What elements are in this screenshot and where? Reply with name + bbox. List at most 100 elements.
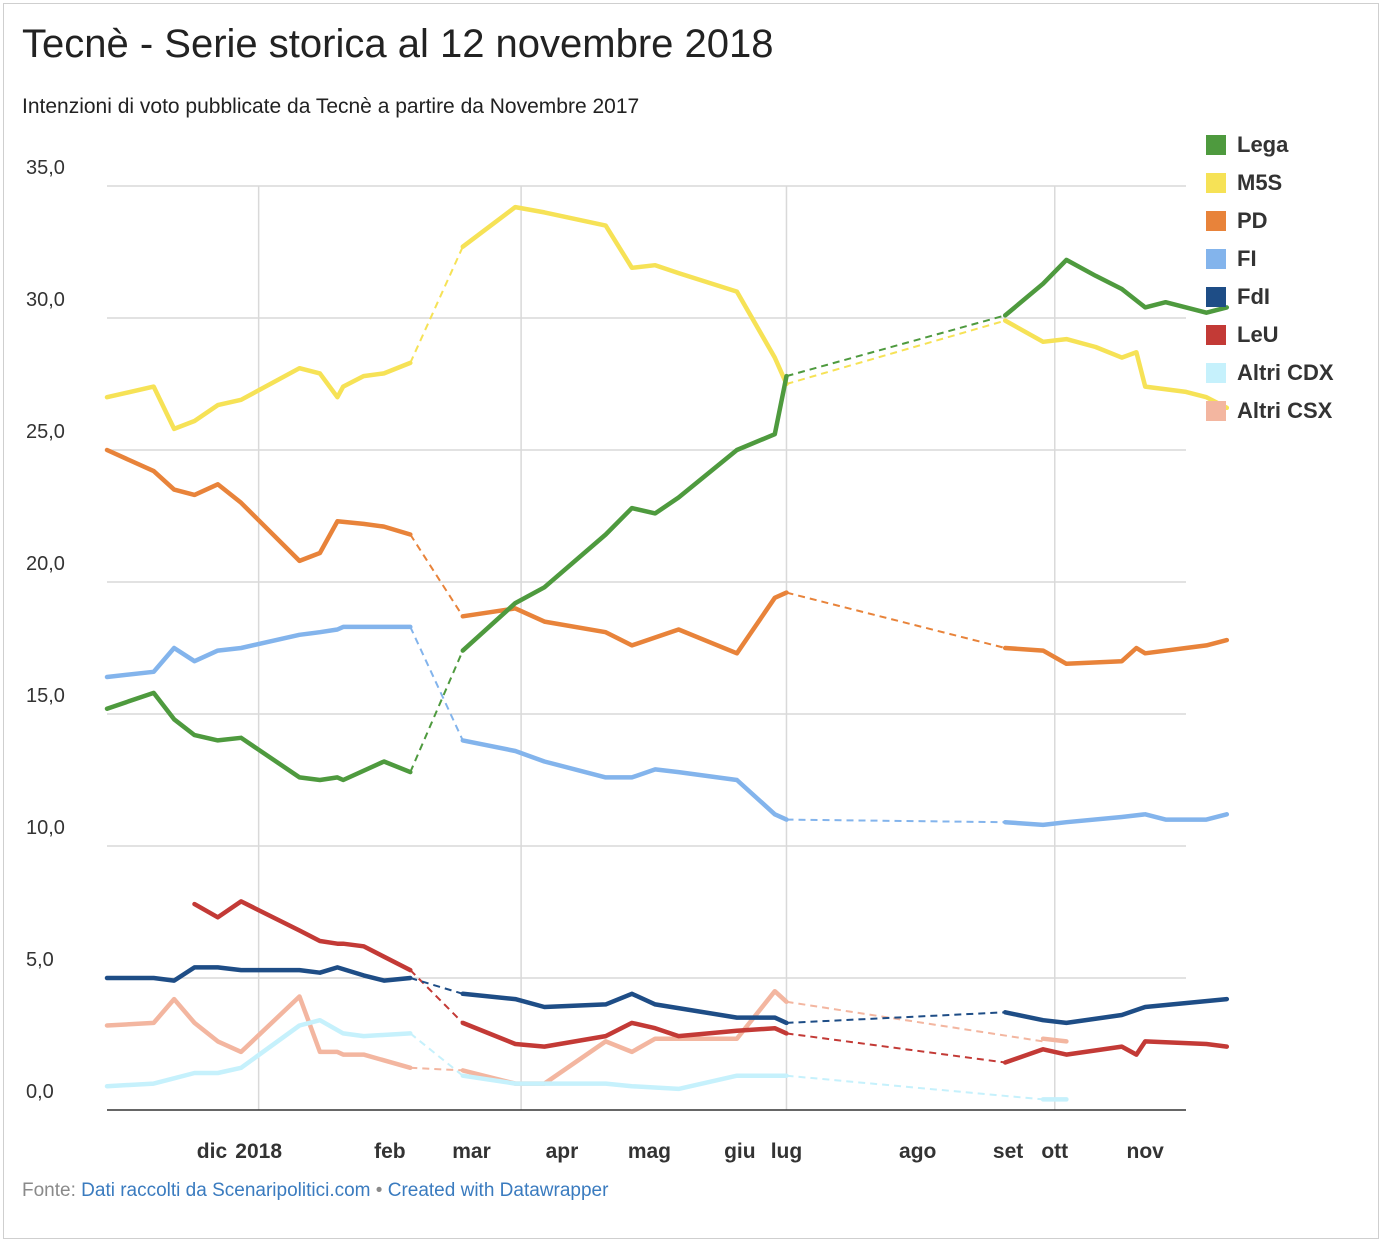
y-tick-label: 30,0 (26, 289, 65, 311)
legend-item: LeU (1206, 316, 1334, 354)
series-line-segment (104, 994, 413, 1071)
legend-item: Altri CDX (1206, 354, 1334, 392)
series-altri-cdx (104, 1017, 1069, 1102)
y-tick-label: 15,0 (26, 685, 65, 707)
x-tick-label: nov (1127, 1140, 1165, 1163)
series-gap-connector (409, 626, 464, 741)
series-line-segment (104, 690, 413, 783)
series-gap-connector (410, 977, 464, 995)
series-fi (104, 624, 1230, 828)
series-gap-connector (786, 1074, 1044, 1101)
footer-prefix: Fonte: (22, 1180, 82, 1201)
y-tick-label: 35,0 (26, 157, 65, 179)
legend-swatch (1206, 401, 1226, 421)
series-line-segment (104, 624, 413, 680)
legend-item: Altri CSX (1206, 392, 1334, 430)
x-tick-label: set (993, 1140, 1023, 1163)
legend-swatch (1206, 363, 1226, 383)
series-gap-connector (786, 818, 1006, 824)
series-line-segment (104, 965, 413, 983)
y-tick-label: 10,0 (26, 817, 65, 839)
x-tick-label: mar (452, 1140, 491, 1163)
legend-label: Altri CDX (1237, 360, 1334, 385)
legend-label: Altri CSX (1237, 398, 1333, 423)
series-gap-connector (409, 650, 464, 773)
legend-label: M5S (1237, 170, 1283, 195)
legend-label: PD (1237, 208, 1268, 233)
series-leu (192, 899, 1230, 1065)
x-tick-label: apr (546, 1140, 579, 1163)
chart-frame (3, 3, 1379, 1239)
series-gap-connector (786, 1000, 1044, 1043)
grid (107, 185, 1186, 1110)
series-line-segment (1040, 1036, 1069, 1044)
series-line-segment (104, 1017, 413, 1089)
chart-subtitle: Intenzioni di voto pubblicate da Tecnè a… (22, 95, 640, 118)
series-line-segment (192, 899, 413, 973)
series-line-segment (460, 1020, 789, 1049)
series-pd (104, 447, 1230, 667)
series-line-segment (460, 991, 789, 1026)
footer: Fonte: Dati raccolti da Scenaripolitici.… (22, 1180, 608, 1202)
series-line-segment (1002, 637, 1230, 667)
x-tick-label: dic (197, 1140, 228, 1163)
series-line-segment (460, 1073, 789, 1092)
x-tick-label: mag (628, 1140, 671, 1163)
legend-item: FI (1206, 240, 1334, 278)
series-fdi (104, 965, 1230, 1026)
legend-swatch (1206, 249, 1226, 269)
x-tick-label: giu (724, 1140, 756, 1163)
legend-swatch (1206, 287, 1226, 307)
x-tick-label: ago (899, 1140, 936, 1163)
legend: Lega M5S PD FI FdI LeU Altri CDX Altri CSX (1206, 126, 1334, 430)
legend-item: PD (1206, 202, 1334, 240)
y-tick-label: 5,0 (26, 949, 54, 971)
series-lines (104, 204, 1230, 1102)
series-line-segment (1002, 996, 1230, 1026)
y-tick-label: 20,0 (26, 553, 65, 575)
legend-swatch (1206, 135, 1226, 155)
x-tick-label: ott (1041, 1140, 1068, 1163)
legend-item: Lega (1206, 126, 1334, 164)
chart-title: Tecnè - Serie storica al 12 novembre 201… (22, 22, 774, 66)
series-gap-connector (786, 591, 1006, 649)
x-tick-label: lug (771, 1140, 803, 1163)
x-tick-label: feb (374, 1140, 406, 1163)
series-gap-connector (410, 1066, 463, 1072)
series-line-segment (1002, 257, 1230, 318)
series-gap-connector (409, 533, 464, 617)
series-line-segment (1002, 812, 1230, 828)
y-tick-label: 25,0 (26, 421, 65, 443)
series-line-segment (460, 590, 789, 656)
legend-swatch (1206, 325, 1226, 345)
legend-item: M5S (1206, 164, 1334, 202)
legend-label: Lega (1237, 132, 1289, 157)
footer-separator: • (370, 1180, 388, 1201)
series-gap-connector (409, 246, 464, 364)
legend-swatch (1206, 211, 1226, 231)
series-line-segment (1002, 1039, 1230, 1065)
series-line-segment (460, 204, 789, 387)
series-m5s (104, 204, 1230, 432)
series-line-segment (104, 447, 413, 564)
series-line-segment (104, 360, 413, 432)
series-line-segment (1002, 318, 1230, 411)
y-tick-label: 0,0 (26, 1081, 54, 1103)
x-tick-label: 2018 (235, 1140, 282, 1163)
legend-label: FdI (1237, 284, 1270, 309)
series-gap-connector (786, 314, 1006, 378)
axes: 0,0 5,0 10,0 15,0 20,0 25,0 30,0 35,0 dic 2018 feb… (26, 157, 1186, 1163)
legend-label: FI (1237, 246, 1257, 271)
series-gap-connector (786, 1032, 1006, 1064)
series-gap-connector (409, 969, 464, 1024)
series-line-segment (460, 738, 789, 822)
series-line-segment (460, 988, 789, 1086)
series-lega (104, 257, 1230, 783)
series-line-segment (460, 373, 789, 653)
legend-swatch (1206, 173, 1226, 193)
legend-item: FdI (1206, 278, 1334, 316)
legend-label: LeU (1237, 322, 1279, 347)
datawrapper-link[interactable]: Created with Datawrapper (387, 1180, 609, 1201)
source-link[interactable]: Dati raccolti da Scenaripolitici.com (81, 1180, 371, 1201)
